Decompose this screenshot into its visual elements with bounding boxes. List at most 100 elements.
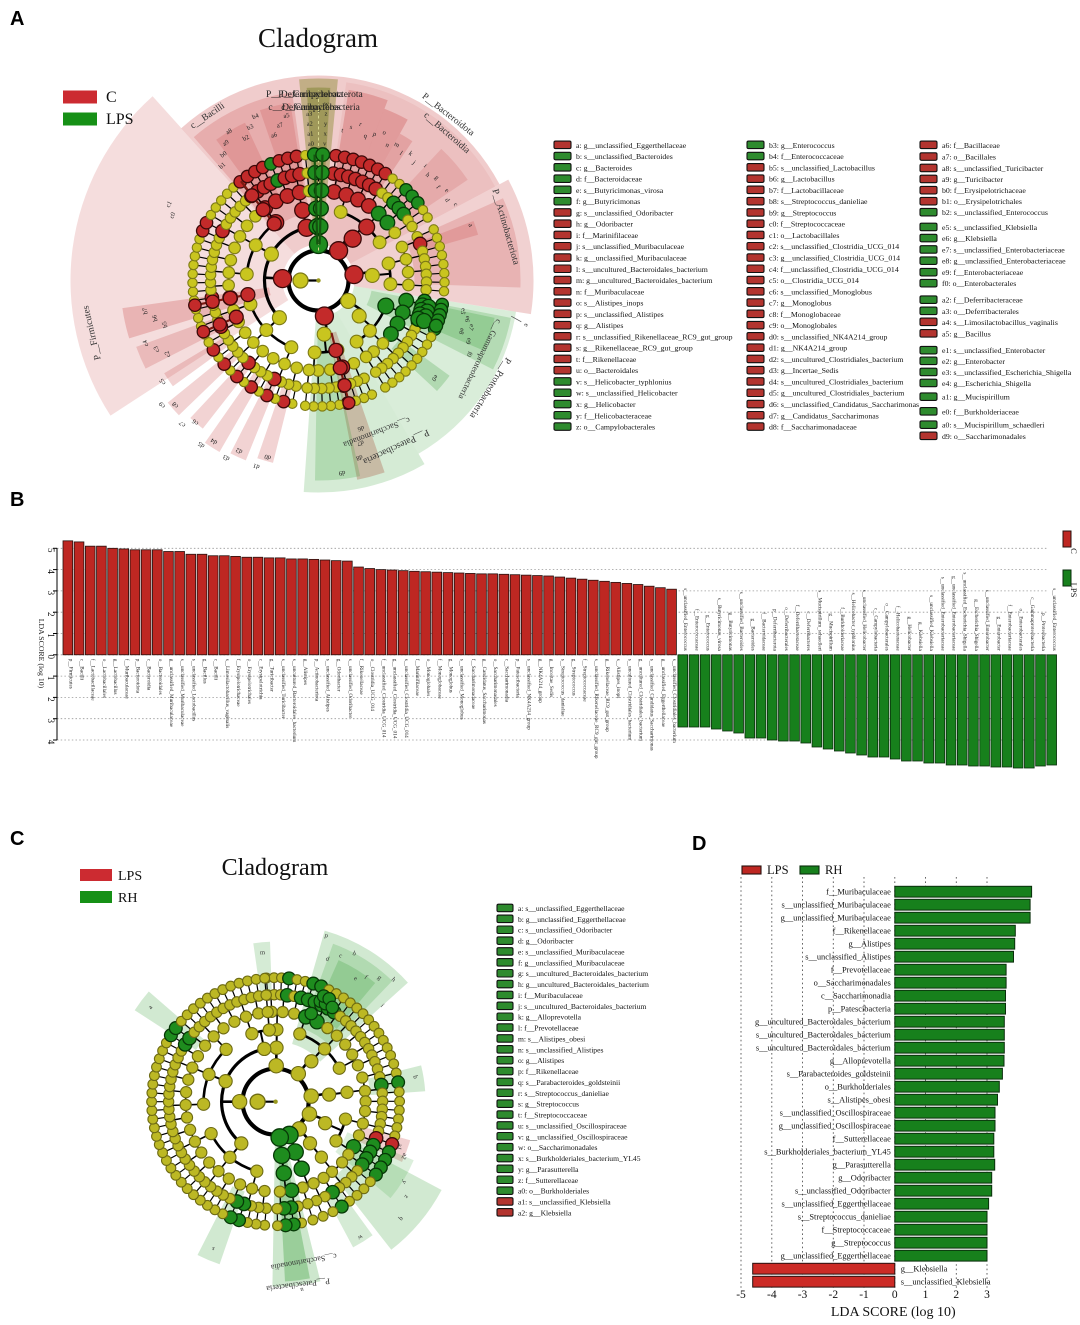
svg-text:b6: b6 — [151, 313, 159, 322]
svg-text:c4: f__unclassified_Clostridia: c4: f__unclassified_Clostridia_UCG_014 — [769, 265, 899, 274]
svg-text:c__Saccharimonadia: c__Saccharimonadia — [503, 659, 509, 703]
svg-text:r: s__unclassified_Rikenellace: r: s__unclassified_Rikenellaceae_RC9_gut… — [576, 332, 733, 341]
svg-text:e7: e7 — [467, 323, 476, 332]
svg-text:b3: b3 — [246, 123, 255, 132]
svg-text:g__Enterobacter: g__Enterobacter — [995, 617, 1001, 652]
svg-text:-5: -5 — [736, 1289, 746, 1301]
svg-text:o: g__Alistipes: o: g__Alistipes — [518, 1056, 564, 1065]
svg-text:a: a — [467, 223, 475, 228]
svg-text:a8: s__unclassified_Turicibact: a8: s__unclassified_Turicibacter — [942, 164, 1044, 173]
svg-text:j: j — [410, 159, 417, 166]
svg-text:g__uncultured_Bacteroidales_ba: g__uncultured_Bacteroidales_bacterium — [755, 1018, 891, 1027]
svg-text:i: f__Muribaculaceae: i: f__Muribaculaceae — [518, 991, 583, 1000]
svg-text:c7: c7 — [177, 419, 187, 429]
svg-text:1: 1 — [923, 1289, 929, 1301]
svg-text:a7: o__Bacillales: a7: o__Bacillales — [942, 153, 996, 162]
svg-text:c: g__Bacteroides: c: g__Bacteroides — [576, 163, 632, 172]
svg-text:LPS: LPS — [767, 863, 789, 877]
svg-text:f__Rikenellaceae: f__Rikenellaceae — [358, 659, 365, 696]
svg-text:f0: o__Enterobacterales: f0: o__Enterobacterales — [942, 279, 1016, 288]
svg-text:z: z — [324, 111, 327, 118]
svg-text:c: s__unclassified_Odoribacter: c: s__unclassified_Odoribacter — [518, 926, 613, 935]
svg-text:f__Erysipelotrichaceae: f__Erysipelotrichaceae — [235, 659, 242, 708]
svg-text:p: s__unclassified_Alistipes: p: s__unclassified_Alistipes — [576, 310, 664, 319]
svg-text:g__Monoglobus: g__Monoglobus — [448, 659, 454, 693]
svg-text:p: f__Rikenellaceae: p: f__Rikenellaceae — [518, 1067, 579, 1076]
svg-text:f__Muribaculaceae: f__Muribaculaceae — [123, 659, 130, 700]
svg-text:f: g__unclassified_Muribaculac: f: g__unclassified_Muribaculaceae — [518, 958, 625, 967]
svg-text:z: z — [402, 1193, 409, 1200]
svg-text:b1: o__Erysipelotrichales: b1: o__Erysipelotrichales — [942, 197, 1022, 206]
svg-text:s__unclassified_Clostridia_UCG: s__unclassified_Clostridia_UCG_014 — [403, 659, 410, 738]
svg-text:s__unclassified_Alistipes: s__unclassified_Alistipes — [805, 953, 891, 962]
svg-text:d4: d4 — [209, 436, 219, 446]
svg-text:c9: c9 — [158, 400, 167, 409]
svg-text:b0: f__Erysipelotrichaceae: b0: f__Erysipelotrichaceae — [942, 186, 1026, 195]
svg-text:s__unclassified_Rikenellaceae_: s__unclassified_Rikenellaceae_RC9_gut_gr… — [593, 659, 600, 759]
svg-text:b4: b4 — [251, 112, 260, 121]
svg-text:p__Patescibacteria: p__Patescibacteria — [828, 1005, 891, 1014]
svg-text:b7: f__Lactobacillaceae: b7: f__Lactobacillaceae — [769, 186, 844, 195]
svg-text:a3: a3 — [306, 111, 313, 118]
svg-text:LDA SCORE (log 10): LDA SCORE (log 10) — [37, 619, 46, 689]
svg-text:s__unclassified_Odoribacter: s__unclassified_Odoribacter — [347, 659, 354, 719]
svg-text:d: d — [443, 197, 451, 204]
svg-text:x: s__Burkholderiales_bacteriu: x: s__Burkholderiales_bacterium_YL45 — [518, 1154, 641, 1163]
svg-text:y: g__Parasutterella: y: g__Parasutterella — [518, 1165, 579, 1174]
svg-text:p__Actinobacteriota: p__Actinobacteriota — [313, 659, 319, 702]
svg-text:e6: e6 — [463, 315, 472, 323]
svg-text:s: g__Rikenellaceae_RC9_gut_gr: s: g__Rikenellaceae_RC9_gut_group — [576, 344, 693, 353]
svg-text:o__Deferribacterales: o__Deferribacterales — [783, 607, 790, 651]
svg-text:g__Rikenellaceae_RC9_gut_group: g__Rikenellaceae_RC9_gut_group — [604, 659, 610, 732]
svg-text:s__unclassified_Enterococcus: s__unclassified_Enterococcus — [1051, 588, 1058, 651]
svg-text:o__Lactobacillales: o__Lactobacillales — [101, 659, 107, 698]
svg-text:b6: g__Lactobacillus: b6: g__Lactobacillus — [769, 175, 835, 184]
svg-text:a8: a8 — [225, 127, 234, 136]
svg-text:f__Bacteroidaceae: f__Bacteroidaceae — [761, 612, 768, 651]
svg-text:d4: s__uncultured_Clostridiale: d4: s__uncultured_Clostridiales_bacteriu… — [769, 378, 903, 387]
svg-text:s: s — [210, 1245, 215, 1253]
svg-text:l: l — [398, 150, 403, 157]
svg-text:d5: g__uncultured_Clostridiale: d5: g__uncultured_Clostridiales_bacteriu… — [769, 389, 904, 398]
svg-text:s__Burkholderiales_bacterium_Y: s__Burkholderiales_bacterium_YL45 — [764, 1148, 891, 1157]
svg-text:f__Lactobacillaceae: f__Lactobacillaceae — [90, 659, 97, 701]
svg-text:s__unclassified_Muribaculaceae: s__unclassified_Muribaculaceae — [782, 901, 892, 910]
svg-text:o__Burkholderiales: o__Burkholderiales — [825, 1083, 891, 1092]
svg-text:s__uncultured_Clostridiales_ba: s__uncultured_Clostridiales_bacterium — [626, 659, 632, 741]
svg-text:a4: s__Limosilactobacillus_vag: a4: s__Limosilactobacillus_vaginalis — [942, 318, 1058, 327]
svg-text:f__Deferribacteraceae: f__Deferribacteraceae — [794, 605, 801, 652]
svg-text:e0: f__Burkholderiaceae: e0: f__Burkholderiaceae — [942, 407, 1019, 416]
svg-text:a2: a2 — [400, 1152, 409, 1160]
svg-text:c: c — [452, 202, 460, 208]
svg-text:m: s__Alistipes_obesi: m: s__Alistipes_obesi — [518, 1034, 585, 1043]
svg-text:3: 3 — [984, 1289, 990, 1301]
svg-text:c5: c5 — [158, 377, 167, 386]
svg-text:g__Incertae_Sedis: g__Incertae_Sedis — [548, 659, 554, 697]
svg-text:a9: a9 — [221, 139, 230, 148]
svg-text:s__unclassified_Enterobacter: s__unclassified_Enterobacter — [984, 590, 991, 651]
svg-text:s__unclassified_Alistipes: s__unclassified_Alistipes — [325, 659, 332, 712]
svg-text:y: y — [400, 1179, 408, 1186]
svg-text:4: 4 — [46, 569, 56, 574]
svg-text:k: g__Alloprevotella: k: g__Alloprevotella — [518, 1013, 582, 1022]
svg-text:d0: s__unclassified_NK4A214_gr: d0: s__unclassified_NK4A214_group — [769, 332, 888, 341]
svg-text:2: 2 — [46, 612, 56, 617]
svg-text:l: s__uncultured_Bacteroidales: l: s__uncultured_Bacteroidales_bacterium — [576, 265, 708, 274]
svg-text:g__Butyricimonas: g__Butyricimonas — [727, 612, 733, 650]
svg-text:g__Bacillus: g__Bacillus — [202, 659, 208, 684]
svg-text:g__unclassified_Enterobacteria: g__unclassified_Enterobacteriaceae — [951, 576, 958, 651]
svg-text:o: s__Alistipes_inops: o: s__Alistipes_inops — [576, 299, 643, 308]
svg-text:b: g__unclassified_Eggerthella: b: g__unclassified_Eggerthellaceae — [518, 915, 626, 924]
svg-text:v: v — [323, 141, 327, 148]
svg-text:c__Gammaproteobacteria: c__Gammaproteobacteria — [1029, 597, 1035, 651]
svg-text:p__Bacteroidota: p__Bacteroidota — [134, 659, 140, 694]
svg-text:p__Proteobacteria: p__Proteobacteria — [1040, 613, 1046, 651]
svg-text:p__Deferribacterota: p__Deferribacterota — [772, 609, 779, 651]
svg-text:C: C — [106, 89, 117, 106]
svg-text:q: s__Parabacteroides_goldstei: q: s__Parabacteroides_goldsteinii — [518, 1078, 620, 1087]
svg-text:g__Parasutterella: g__Parasutterella — [833, 1161, 891, 1170]
svg-text:b: b — [351, 950, 357, 958]
svg-text:a0: a0 — [308, 141, 315, 148]
svg-text:f0: f0 — [465, 350, 474, 358]
svg-text:s__Streptococcus_danieliae: s__Streptococcus_danieliae — [798, 1213, 891, 1222]
